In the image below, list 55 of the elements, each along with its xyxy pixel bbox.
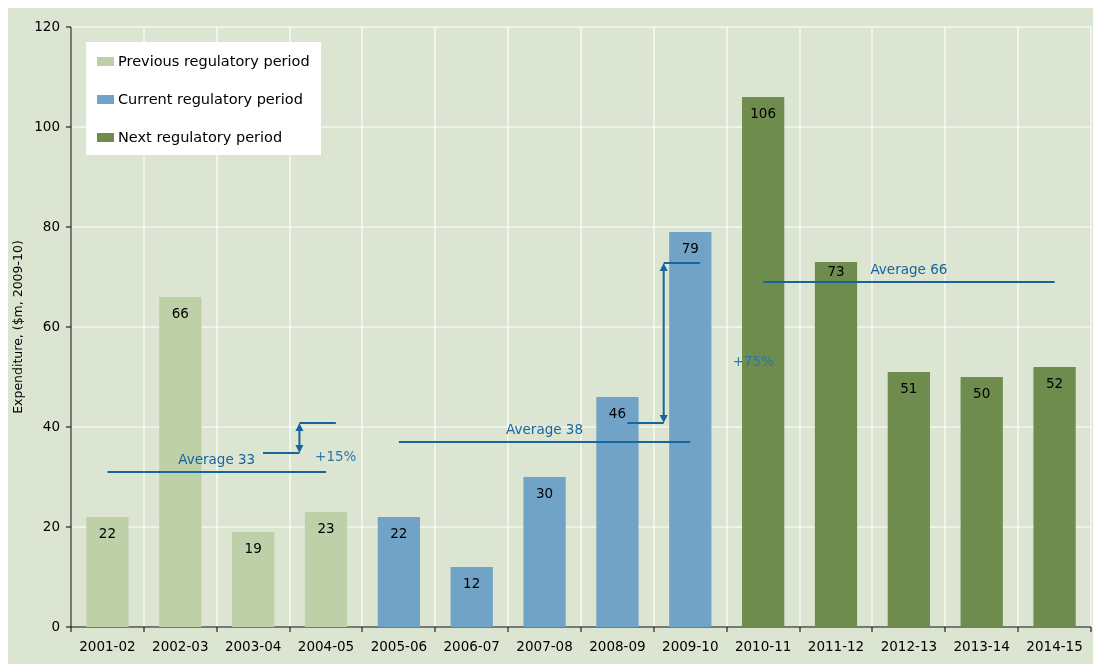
y-tick-label: 20 <box>42 518 60 534</box>
x-tick-label: 2003-04 <box>224 638 282 654</box>
x-tick-label: 2002-03 <box>152 638 209 654</box>
annotation: +15% <box>315 448 357 464</box>
x-tick-label: 2012-13 <box>880 638 938 654</box>
y-tick-label: 120 <box>34 18 60 34</box>
x-tick-label: 2013-14 <box>953 638 1010 654</box>
x-tick-label: 2011-12 <box>807 638 865 654</box>
series-label: Average 38 <box>506 421 584 437</box>
data-label: 23 <box>317 520 335 536</box>
x-tick-label: 2008-09 <box>589 638 646 654</box>
x-tick-label: 2009-10 <box>662 638 719 654</box>
data-label: 79 <box>681 240 699 256</box>
x-tick-label: 2001-02 <box>79 638 136 654</box>
data-label: 52 <box>1045 375 1064 391</box>
y-axis-title: Expenditure, ($m, 2009-10) <box>10 240 26 414</box>
bar <box>1033 367 1076 627</box>
series-label: Average 66 <box>870 261 948 277</box>
x-tick-label: 2010-11 <box>734 638 792 654</box>
bar <box>377 517 420 627</box>
data-label: 22 <box>98 525 117 541</box>
bar <box>523 477 566 627</box>
x-tick-label: 2006-07 <box>443 638 500 654</box>
bar <box>450 567 493 627</box>
data-label: 12 <box>463 575 481 591</box>
y-tick-label: 80 <box>42 218 60 234</box>
bar <box>232 532 275 627</box>
y-tick-label: 100 <box>34 118 60 134</box>
legend-label: Next regulatory period <box>118 128 283 145</box>
series-label: Average 33 <box>178 451 256 467</box>
y-tick-label: 60 <box>42 318 60 334</box>
legend-label: Current regulatory period <box>118 90 303 107</box>
data-label: 51 <box>900 380 918 396</box>
y-tick-label: 40 <box>42 418 60 434</box>
data-label: 19 <box>244 540 262 556</box>
bar <box>596 397 639 627</box>
x-tick-label: 2014-15 <box>1026 638 1083 654</box>
y-tick-label: 0 <box>51 618 60 634</box>
x-tick-label: 2005-06 <box>370 638 428 654</box>
data-label: 73 <box>827 263 845 279</box>
bar <box>887 372 930 627</box>
data-label: 66 <box>171 305 189 321</box>
bar <box>960 377 1003 627</box>
bar <box>86 517 129 627</box>
bar <box>304 512 348 627</box>
x-tick-label: 2007-08 <box>516 638 573 654</box>
bar <box>669 232 712 627</box>
data-label: 22 <box>390 525 408 541</box>
data-label: 46 <box>608 405 627 421</box>
bar <box>814 262 858 627</box>
data-label: 50 <box>973 385 991 401</box>
x-tick-label: 2004-05 <box>297 638 355 654</box>
data-label: 106 <box>750 105 777 121</box>
legend-label: Previous regulatory period <box>118 52 310 69</box>
data-label: 30 <box>535 485 554 501</box>
